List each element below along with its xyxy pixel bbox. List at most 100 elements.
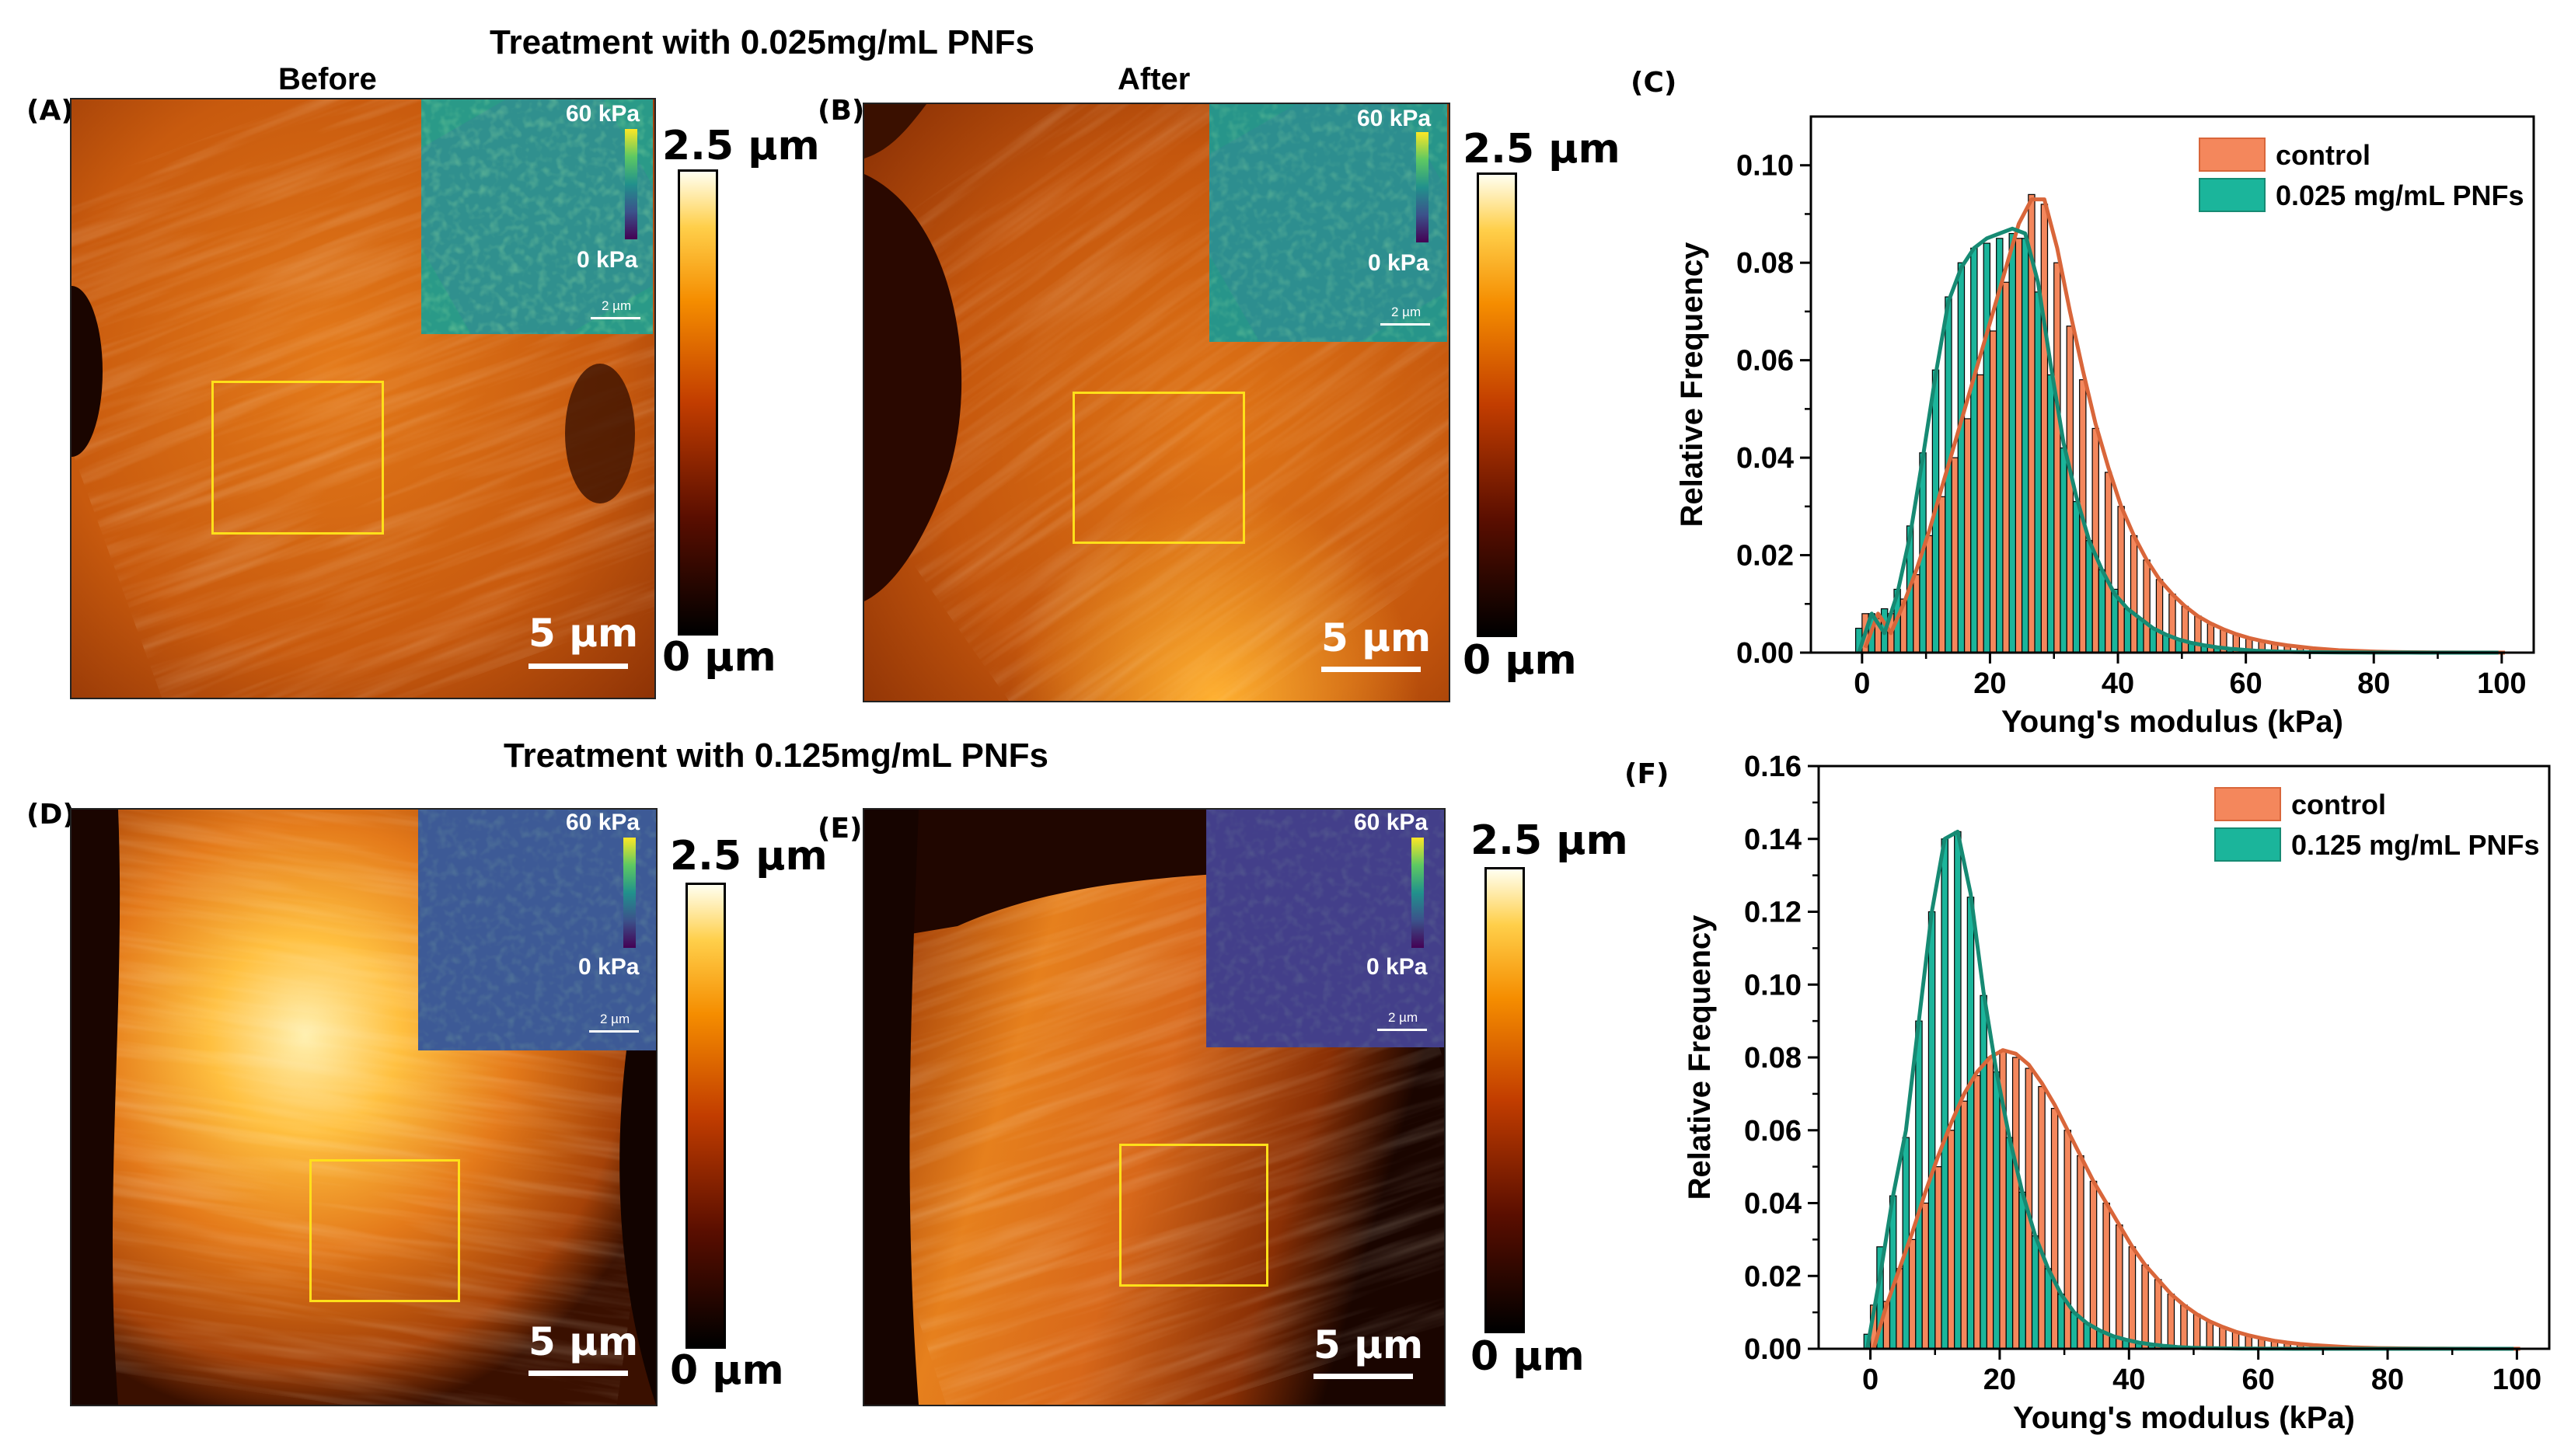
bar-treated [2123, 608, 2132, 653]
bar-control [2015, 238, 2023, 653]
bar-control [1913, 574, 1920, 653]
bar-control [2011, 1057, 2020, 1350]
afm-height-image-a: 60 kPa 0 kPa 2 µm 5 µm [70, 98, 656, 699]
bar-treated [2008, 232, 2016, 653]
legend-label-control: control [2291, 789, 2386, 820]
bar-treated [2034, 291, 2042, 653]
plot-frame [1809, 115, 2535, 654]
bar-control [1925, 535, 1933, 653]
panel-label-b: (B) [818, 95, 865, 127]
bar-control [2167, 1294, 2175, 1350]
bar-treated [1941, 838, 1948, 1350]
legend-swatch-control [2199, 138, 2266, 172]
bar-control [2102, 1202, 2110, 1350]
bar-control [2040, 204, 2049, 653]
scalebar-b [1321, 667, 1421, 672]
bar-control [2130, 535, 2138, 653]
inset-a-colorbar [625, 129, 637, 239]
modulus-map-inset-e: 60 kPa 0 kPa 2 µm [1206, 810, 1444, 1047]
legend-label-control: control [2276, 139, 2370, 171]
height-colorbar-a-min: 0 µm [662, 634, 776, 681]
bar-control [2117, 506, 2125, 653]
y-tick-label: 0.06 [1736, 345, 1794, 378]
height-colorbar-d-min: 0 µm [670, 1347, 784, 1394]
scalebar-b-label: 5 µm [1321, 615, 1432, 660]
bar-control [2002, 281, 2010, 653]
bar-control [1963, 418, 1972, 653]
bar-treated [2085, 540, 2093, 653]
bar-control [2206, 1321, 2214, 1350]
bar-control [1951, 457, 1959, 653]
inset-d-min-label: 0 kPa [578, 954, 640, 980]
bar-control [2181, 605, 2189, 653]
column-after-label: After [1118, 62, 1191, 96]
height-colorbar-b-max: 2.5 µm [1463, 126, 1620, 172]
bar-control [2143, 559, 2151, 653]
scalebar-a-label: 5 µm [529, 611, 639, 656]
inset-b-scalebar [1380, 323, 1430, 326]
x-tick-label: 20 [1973, 667, 2006, 700]
bar-control [2116, 1224, 2123, 1350]
x-tick-label: 0 [1862, 1364, 1879, 1396]
legend-swatch-treated [2199, 178, 2266, 212]
inset-e-max-label: 60 kPa [1354, 810, 1429, 835]
bar-control [2168, 594, 2176, 653]
bar-control [1908, 1238, 1917, 1350]
bar-treated [2070, 1311, 2078, 1350]
legend-label-treated: 0.125 mg/mL PNFs [2291, 829, 2539, 861]
bar-treated [2021, 238, 2029, 653]
bar-control [2180, 1304, 2188, 1350]
y-tick-label: 0.10 [1736, 150, 1794, 183]
bar-treated [2083, 1322, 2091, 1350]
bar-control [2193, 1313, 2201, 1350]
bar-treated [1966, 897, 1975, 1350]
x-tick-label: 60 [2242, 1364, 2275, 1396]
legend-swatch-control [2214, 787, 2281, 821]
bar-treated [2044, 1268, 2053, 1350]
inset-a-scalebar [591, 317, 640, 319]
bar-treated [2060, 447, 2067, 653]
inset-b-colorbar [1416, 132, 1429, 242]
inset-e-scalebar-label: 2 µm [1388, 1010, 1418, 1025]
bar-treated [2149, 628, 2158, 653]
bar-treated [1957, 262, 1966, 653]
roi-box-a [211, 381, 384, 535]
bar-treated [2098, 569, 2106, 653]
scalebar-e [1313, 1374, 1413, 1379]
roi-box-b [1073, 392, 1245, 544]
histogram-chart-c: 0 20 40 60 80 100 0.00 0.02 0.04 0.06 0.08 0.10 Youn… [1675, 115, 2535, 739]
bar-control [1934, 1166, 1942, 1350]
y-tick-label: 0.08 [1736, 247, 1794, 280]
bar-treated [2072, 500, 2081, 653]
inset-e-colorbar [1411, 838, 1424, 948]
scalebar-d [529, 1371, 628, 1376]
height-colorbar-b [1477, 172, 1517, 637]
x-axis-label: Young's modulus (kPa) [2013, 1401, 2355, 1435]
x-tick-label: 40 [2102, 667, 2134, 700]
bar-control [1976, 374, 1984, 653]
afm-height-image-e: 60 kPa 0 kPa 2 µm 5 µm [863, 808, 1446, 1406]
bar-control [2091, 427, 2099, 653]
bar-treated [1954, 831, 1962, 1350]
bar-treated [1983, 242, 1991, 653]
inset-b-max-label: 60 kPa [1357, 106, 1432, 131]
height-colorbar-a [678, 169, 718, 636]
bar-treated [1927, 911, 1936, 1350]
bar-control [2155, 579, 2164, 653]
inset-d-scalebar [589, 1030, 639, 1033]
y-tick-label: 0.08 [1744, 1042, 1802, 1075]
inset-e-svg [1206, 810, 1444, 1047]
bar-treated [2057, 1294, 2065, 1350]
roi-box-d [309, 1159, 460, 1302]
inset-a-min-label: 0 kPa [577, 247, 638, 273]
x-tick-label: 60 [2230, 667, 2262, 700]
bar-control [2063, 1130, 2072, 1350]
height-colorbar-d [685, 883, 726, 1349]
inset-b-svg [1209, 104, 1447, 342]
modulus-map-inset-a: 60 kPa 0 kPa 2 µm [421, 99, 653, 334]
bar-control [1947, 1130, 1955, 1350]
y-tick-label: 0.14 [1744, 824, 1802, 856]
column-before-label: Before [278, 62, 377, 96]
bar-treated [1980, 994, 1987, 1350]
bar-control [2066, 326, 2074, 653]
